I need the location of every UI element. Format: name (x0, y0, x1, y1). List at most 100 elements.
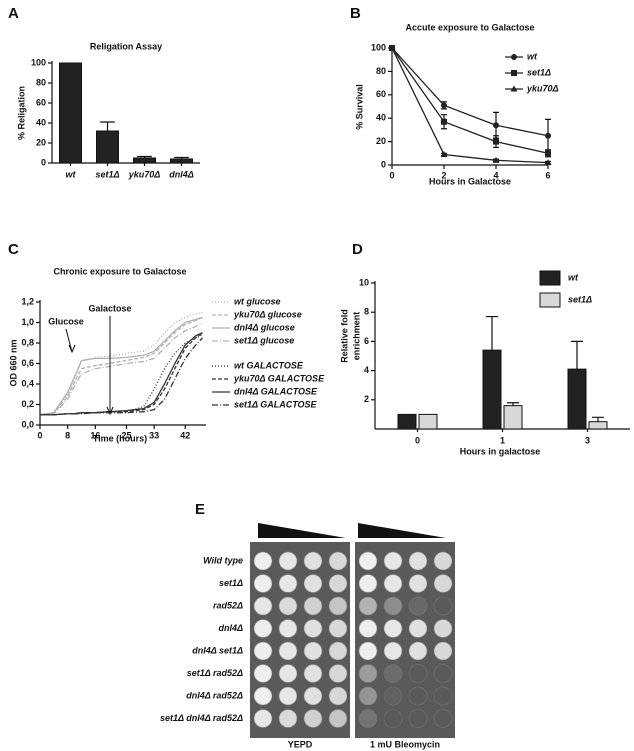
line (391, 47, 549, 137)
y-tick-label: 1,0 (21, 317, 34, 327)
bar (567, 368, 587, 430)
yeast-spot (328, 641, 348, 661)
error-bar (441, 114, 447, 130)
point (545, 150, 551, 157)
bar (96, 130, 119, 164)
row-label: dnl4Δ set1Δ (192, 645, 243, 655)
yeast-spot (278, 574, 298, 593)
line (39, 316, 203, 416)
y-tick-label: 40 (36, 117, 46, 127)
yeast-spot (328, 551, 348, 571)
yeast-spot (303, 596, 323, 616)
annotation-arrow (106, 316, 114, 416)
legend-swatch (539, 292, 561, 308)
dilution-wedge (358, 523, 446, 538)
yeast-spot (358, 641, 378, 661)
x-axis-label: Time (hours) (93, 433, 147, 443)
line (391, 47, 549, 164)
dilution-wedge (258, 523, 346, 538)
bar (397, 413, 417, 430)
yeast-spot (383, 551, 403, 571)
yeast-spot (328, 709, 348, 728)
y-axis-label: % Religation (16, 86, 26, 140)
yeast-spot (253, 574, 273, 593)
y-tick-label: 2 (364, 394, 369, 404)
y-axis-label: enrichment (351, 312, 361, 361)
y-tick-label: 60 (36, 97, 46, 107)
legend-label: wt (568, 272, 579, 282)
row-label: Wild type (203, 555, 243, 565)
yeast-spot (358, 551, 378, 571)
yeast-spot (433, 596, 453, 616)
point (493, 138, 499, 145)
legend-label: set1Δ GALACTOSE (234, 399, 318, 409)
plate (355, 542, 455, 738)
yeast-spot (433, 574, 453, 593)
row-label: rad52Δ (213, 600, 243, 610)
y-tick-label: 100 (371, 42, 386, 52)
x-tick-label: set1Δ (95, 169, 119, 179)
line (40, 337, 204, 416)
legend-label: dnl4Δ glucose (234, 322, 295, 332)
x-tick-label: 0 (415, 435, 420, 445)
y-tick-label: 4 (364, 365, 369, 375)
y-axis-label: OD 660 nm (8, 339, 18, 386)
yeast-spot (253, 596, 273, 616)
yeast-spot (433, 641, 453, 661)
yeast-spot (358, 574, 378, 593)
x-tick-label: 4 (493, 170, 498, 180)
yeast-spot (278, 709, 298, 728)
yeast-spot (303, 551, 323, 571)
x-tick-label: 25 (121, 430, 131, 440)
point (545, 132, 551, 139)
y-tick-label: 20 (376, 136, 386, 146)
y-tick-label: 0,4 (21, 378, 34, 388)
yeast-spot (408, 596, 428, 616)
error-bar (545, 118, 551, 153)
yeast-spot (433, 619, 453, 638)
bar (418, 413, 438, 430)
y-tick-label: 40 (376, 113, 386, 123)
yeast-spot (278, 686, 298, 706)
x-tick-label: 8 (65, 430, 70, 440)
x-axis-label: Hours in galactose (460, 446, 541, 456)
chart-title: Accute exposure to Galactose (405, 22, 534, 32)
legend-label: wt glucose (234, 296, 281, 306)
yeast-spot (253, 686, 273, 706)
point (441, 118, 447, 125)
plate-label: 1 mU Bleomycin (370, 739, 440, 749)
yeast-spot (328, 596, 348, 616)
point (492, 156, 500, 163)
panel-letter: D (352, 241, 363, 258)
line (39, 311, 203, 416)
yeast-spot (383, 664, 403, 683)
yeast-spot (253, 641, 273, 661)
line (391, 47, 549, 154)
point (544, 159, 552, 166)
error-bar (592, 416, 604, 422)
legend-label: dnl4Δ GALACTOSE (234, 386, 318, 396)
legend-marker (510, 85, 518, 92)
yeast-spot (253, 619, 273, 638)
y-tick-label: 0,0 (21, 419, 34, 429)
yeast-spot (278, 619, 298, 638)
yeast-spot (383, 574, 403, 593)
bar (59, 62, 82, 164)
yeast-spot (328, 664, 348, 683)
yeast-spot (278, 551, 298, 571)
y-axis-label: Relative fold (339, 309, 349, 363)
yeast-spot (303, 709, 323, 728)
y-tick-label: 1,2 (21, 296, 34, 306)
legend-label: set1Δ (568, 294, 592, 304)
yeast-spot (408, 709, 428, 728)
yeast-spot (303, 664, 323, 683)
y-tick-label: 100 (31, 57, 46, 67)
row-label: dnl4Δ rad52Δ (186, 690, 243, 700)
x-tick-label: 6 (545, 170, 550, 180)
yeast-spot (303, 574, 323, 593)
yeast-spot (328, 686, 348, 706)
plate-label: YEPD (288, 739, 313, 749)
x-tick-label: yku70Δ (128, 169, 161, 179)
yeast-spot (383, 709, 403, 728)
legend-label: yku70Δ glucose (233, 309, 302, 319)
